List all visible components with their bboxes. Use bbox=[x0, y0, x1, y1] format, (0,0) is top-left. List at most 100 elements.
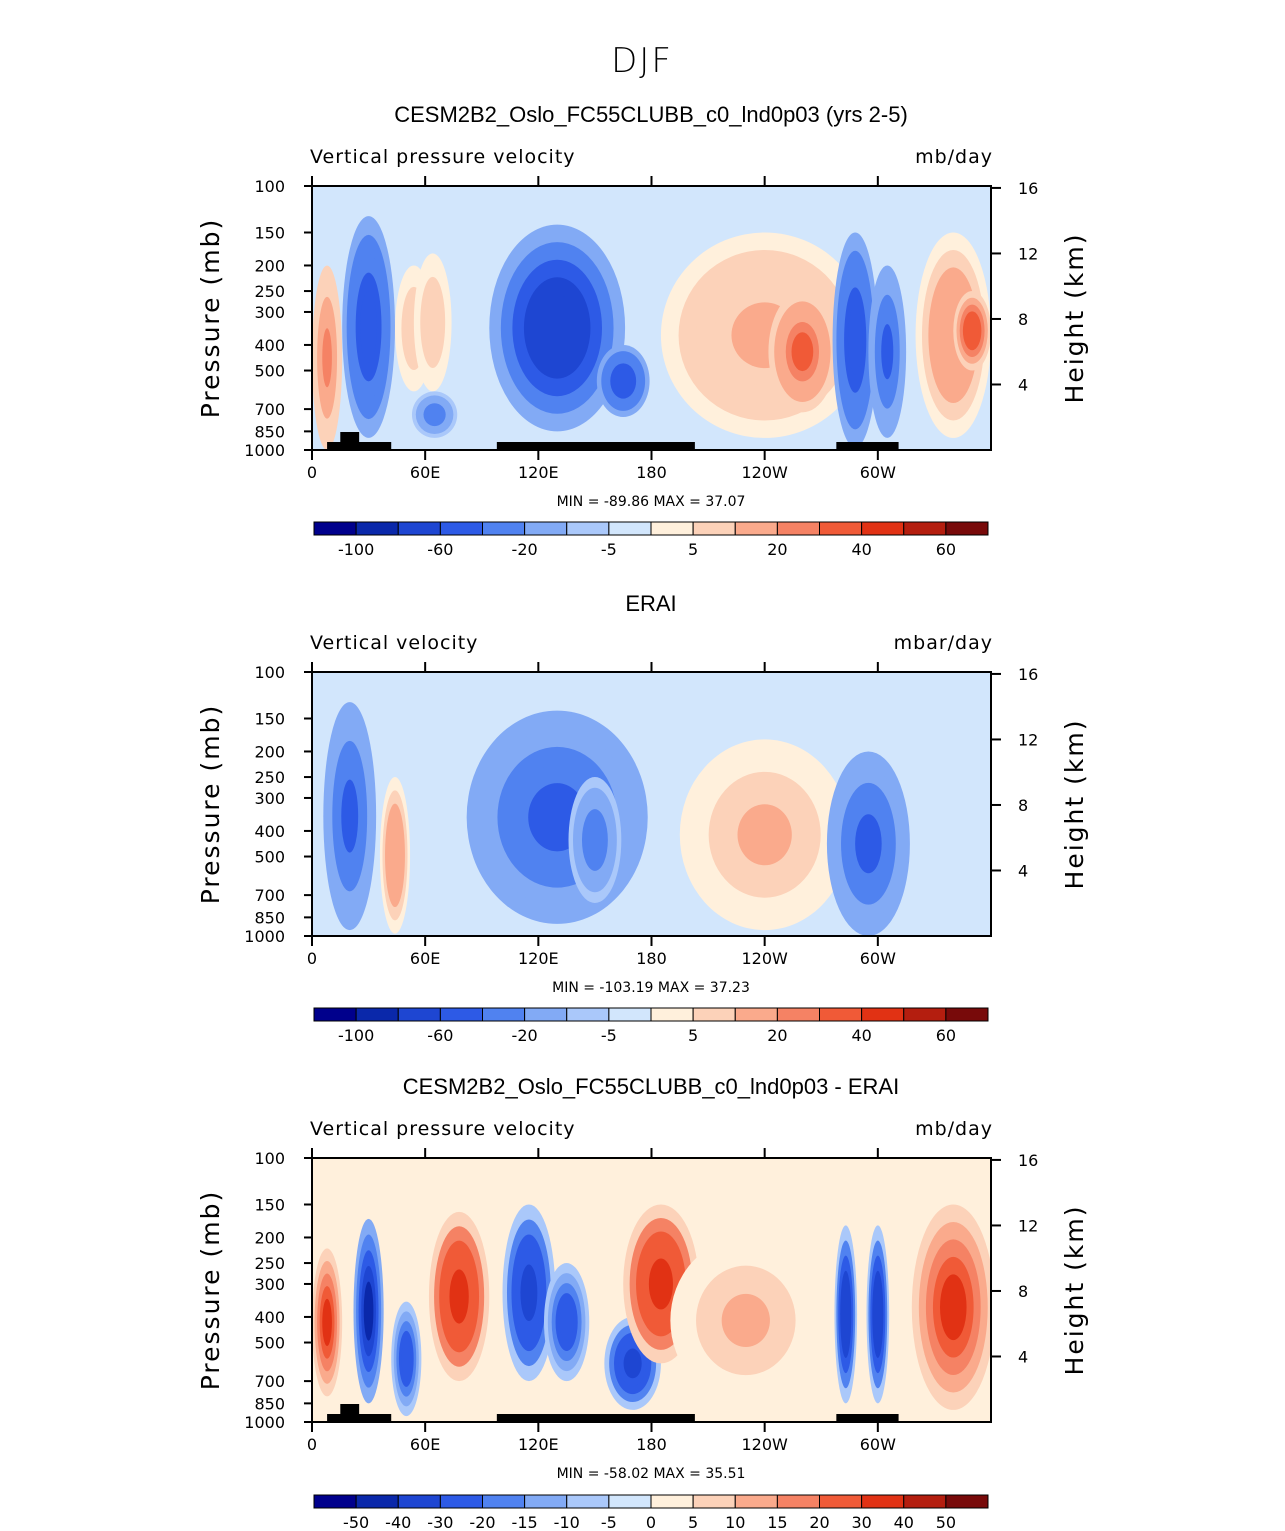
y-tick-label: 150 bbox=[254, 223, 285, 242]
land-mask bbox=[836, 1414, 899, 1422]
colorbar-label: 5 bbox=[688, 1026, 698, 1045]
height-tick-label: 16 bbox=[1018, 665, 1038, 684]
colorbar-swatch bbox=[734, 1007, 778, 1022]
colorbar-label: 40 bbox=[851, 1026, 871, 1045]
colorbar-label: 5 bbox=[688, 540, 698, 559]
colorbar-label: 50 bbox=[936, 1513, 956, 1531]
x-tick-label: 60E bbox=[410, 949, 440, 968]
panel-title: ERAI bbox=[625, 591, 676, 616]
contour-feature bbox=[951, 778, 974, 836]
contour-feature bbox=[449, 1269, 469, 1324]
colorbar-swatch bbox=[439, 521, 483, 536]
contour-feature bbox=[874, 1285, 882, 1343]
min-max-label: MIN = -58.02 MAX = 35.51 bbox=[557, 1466, 746, 1482]
y-tick-label: 100 bbox=[254, 177, 285, 196]
colorbar-swatch bbox=[692, 1007, 736, 1022]
x-tick-label: 60E bbox=[410, 1435, 440, 1454]
x-tick-label: 0 bbox=[307, 949, 317, 968]
colorbar-swatch bbox=[692, 521, 736, 536]
height-tick-label: 8 bbox=[1018, 310, 1028, 329]
contour-feature bbox=[842, 1285, 850, 1343]
height-tick-label: 8 bbox=[1018, 796, 1028, 815]
colorbar-label: -60 bbox=[427, 540, 453, 559]
x-tick-label: 120W bbox=[741, 1435, 788, 1454]
y-tick-label: 200 bbox=[254, 256, 285, 275]
y-axis-title: Pressure (mb) bbox=[196, 1190, 225, 1390]
contour-feature bbox=[559, 1303, 574, 1341]
colorbar-swatch bbox=[819, 1007, 863, 1022]
colorbar-swatch bbox=[524, 1494, 568, 1509]
chart-panel-2: ERAI Vertical velocity mbar/day 0 60E 120E 180… bbox=[196, 591, 1089, 1045]
colorbar-swatch bbox=[734, 1494, 778, 1509]
x-tick-label: 120E bbox=[518, 1435, 559, 1454]
colorbar-label: -100 bbox=[338, 540, 374, 559]
y-tick-label: 1000 bbox=[244, 927, 285, 946]
colorbar-label: -15 bbox=[512, 1513, 538, 1531]
contour-feature bbox=[363, 1281, 374, 1341]
variable-label: Vertical pressure velocity bbox=[310, 1118, 576, 1140]
y-axis-title-right: Height (km) bbox=[1060, 719, 1089, 890]
y-tick-label: 300 bbox=[254, 1275, 285, 1294]
colorbar-label: -30 bbox=[427, 1513, 453, 1531]
colorbar-swatch bbox=[566, 1494, 610, 1509]
panel-title: CESM2B2_Oslo_FC55CLUBB_c0_lnd0p03 - ERAI bbox=[403, 1074, 899, 1099]
contour-feature bbox=[427, 407, 442, 423]
contour-feature bbox=[966, 318, 979, 344]
y-tick-label: 250 bbox=[254, 768, 285, 787]
colorbar-swatch bbox=[861, 1007, 905, 1022]
colorbar-swatch bbox=[313, 1007, 357, 1022]
contour-feature bbox=[648, 1258, 674, 1310]
x-tick-label: 180 bbox=[636, 949, 667, 968]
colorbar-swatch bbox=[524, 521, 568, 536]
y-tick-label: 100 bbox=[254, 1149, 285, 1168]
colorbar-label: 10 bbox=[725, 1513, 745, 1531]
colorbar-swatch bbox=[650, 1494, 694, 1509]
contour-feature bbox=[535, 294, 579, 362]
colorbar-swatch bbox=[397, 1494, 441, 1509]
x-tick-label: 120W bbox=[741, 463, 788, 482]
contour-feature bbox=[614, 369, 632, 393]
units-label: mb/day bbox=[915, 146, 993, 168]
colorbar-swatch bbox=[819, 521, 863, 536]
y-tick-label: 150 bbox=[254, 1195, 285, 1214]
y-tick-label: 850 bbox=[254, 422, 285, 441]
y-tick-label: 850 bbox=[254, 908, 285, 927]
colorbar-label: 20 bbox=[809, 1513, 829, 1531]
colorbar-swatch bbox=[355, 1494, 399, 1509]
colorbar-label: 40 bbox=[851, 540, 871, 559]
variable-label: Vertical pressure velocity bbox=[310, 146, 576, 168]
colorbar-swatch bbox=[524, 1007, 568, 1022]
y-tick-label: 200 bbox=[254, 1228, 285, 1247]
figure-title: DJF bbox=[611, 41, 673, 81]
height-tick-label: 16 bbox=[1018, 1151, 1038, 1170]
contour-feature bbox=[426, 300, 439, 345]
x-tick-label: 120E bbox=[518, 463, 559, 482]
y-tick-label: 1000 bbox=[244, 441, 285, 460]
variable-label: Vertical velocity bbox=[310, 632, 478, 654]
contour-feature bbox=[721, 1293, 770, 1347]
y-tick-label: 500 bbox=[254, 1334, 285, 1353]
colorbar-swatch bbox=[608, 1494, 652, 1509]
height-tick-label: 12 bbox=[1018, 244, 1038, 263]
contour-feature bbox=[791, 332, 814, 372]
height-tick-label: 4 bbox=[1018, 861, 1028, 880]
contour-feature bbox=[390, 830, 400, 881]
colorbar-label: -5 bbox=[601, 540, 617, 559]
min-max-label: MIN = -103.19 MAX = 37.23 bbox=[552, 980, 750, 996]
min-max-label: MIN = -89.86 MAX = 37.07 bbox=[557, 494, 746, 510]
land-mask bbox=[340, 1404, 360, 1416]
colorbar-label: 20 bbox=[767, 1026, 787, 1045]
y-axis-title: Pressure (mb) bbox=[196, 218, 225, 418]
colorbar-label: -50 bbox=[343, 1513, 369, 1531]
x-tick-label: 60W bbox=[860, 1435, 896, 1454]
contour-feature bbox=[623, 1348, 642, 1379]
contour-field bbox=[312, 1158, 991, 1422]
y-tick-label: 400 bbox=[254, 822, 285, 841]
colorbar-swatch bbox=[734, 521, 778, 536]
colorbar-swatch bbox=[482, 1007, 526, 1022]
colorbar-label: 30 bbox=[851, 1513, 871, 1531]
y-axis-title-right: Height (km) bbox=[1060, 1205, 1089, 1376]
x-tick-label: 120W bbox=[741, 949, 788, 968]
colorbar-label: -20 bbox=[512, 1026, 538, 1045]
